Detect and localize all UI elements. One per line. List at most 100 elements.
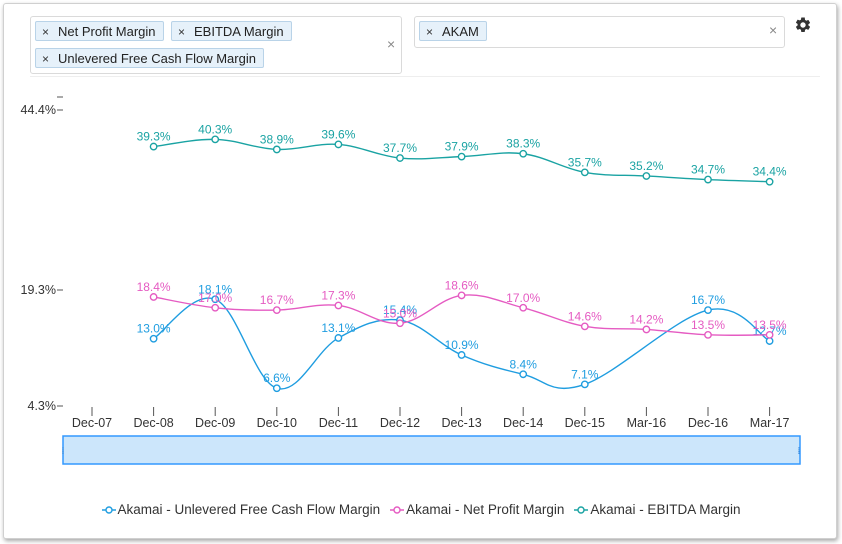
data-label: 16.7% (260, 293, 294, 307)
data-label: 14.2% (629, 312, 663, 326)
data-label: 39.3% (137, 130, 171, 144)
data-label: 13.5% (753, 318, 787, 332)
data-point (211, 303, 220, 312)
x-tick-label: Mar-16 (627, 416, 667, 430)
x-tick-label: Dec-14 (503, 416, 543, 430)
data-label: 17.3% (321, 288, 355, 302)
data-point (149, 334, 158, 343)
data-point (519, 149, 528, 158)
legend-swatch (101, 506, 116, 515)
x-tick-label: Dec-08 (133, 416, 173, 430)
toolbar-divider (30, 76, 820, 77)
x-tick-label: Dec-16 (688, 416, 728, 430)
data-point (457, 152, 466, 161)
data-point (396, 154, 404, 162)
remove-chip-icon[interactable]: × (178, 25, 186, 39)
data-label: 18.4% (137, 280, 171, 294)
metric-chip-net-profit-margin: × Net Profit Margin (35, 21, 164, 41)
series-line-1 (153, 294, 770, 336)
data-label: 18.1% (198, 282, 232, 296)
company-chip-akam: × AKAM (419, 21, 487, 41)
legend-item-1[interactable]: Akamai - Net Profit Margin (390, 502, 564, 517)
legend-label: Akamai - Net Profit Margin (406, 502, 565, 517)
chip-label: AKAM (442, 24, 479, 39)
chip-label: Unlevered Free Cash Flow Margin (58, 51, 256, 66)
data-point (272, 145, 281, 154)
x-tick-label: Dec-13 (441, 416, 481, 430)
data-point (580, 168, 589, 177)
legend-swatch (390, 506, 405, 515)
data-point (704, 306, 712, 315)
data-point (765, 330, 774, 339)
data-point (334, 140, 343, 149)
x-tick-label: Dec-07 (72, 416, 112, 430)
data-point (149, 142, 158, 151)
navigator-right-handle[interactable]: ⁞ (797, 446, 800, 457)
legend-swatch (574, 506, 589, 515)
data-point (580, 322, 589, 331)
legend-item-0[interactable]: Akamai - Unlevered Free Cash Flow Margin (101, 502, 381, 517)
legend-label: Akamai - Unlevered Free Cash Flow Margin (117, 502, 381, 517)
data-label: 14.6% (568, 309, 602, 323)
data-label: 40.3% (198, 122, 232, 136)
data-point (211, 295, 220, 304)
y-tick-label: 4.3% (28, 399, 57, 413)
clear-company-icon[interactable]: × (769, 22, 778, 38)
remove-chip-icon[interactable]: × (42, 25, 50, 39)
data-label: 13.1% (321, 321, 355, 335)
data-label: 16.7% (691, 293, 725, 307)
gear-icon[interactable] (794, 16, 812, 34)
x-tick-label: Dec-12 (380, 416, 420, 430)
chip-label: Net Profit Margin (58, 24, 156, 39)
clear-metrics-icon[interactable]: × (387, 36, 396, 52)
data-label: 34.4% (753, 165, 787, 179)
data-label: 15.0% (383, 306, 417, 320)
chip-label: EBITDA Margin (194, 24, 284, 39)
y-tick-label: 19.3% (21, 283, 56, 297)
data-point (642, 172, 651, 180)
data-label: 34.7% (691, 163, 725, 177)
navigator-left-handle[interactable]: ⁞ (61, 446, 64, 457)
data-point (334, 334, 343, 342)
data-label: 39.6% (321, 127, 355, 141)
legend-label: Akamai - EBITDA Margin (590, 502, 741, 517)
chart-legend: Akamai - Unlevered Free Cash Flow Margin… (0, 502, 842, 517)
data-label: 17.0% (506, 291, 540, 305)
data-label: 35.7% (568, 155, 602, 169)
range-navigator (62, 435, 801, 465)
x-tick-label: Dec-15 (565, 416, 605, 430)
remove-chip-icon[interactable]: × (426, 25, 434, 39)
data-label: 38.3% (506, 137, 540, 151)
data-point (642, 325, 651, 334)
data-point (519, 303, 528, 312)
data-label: 6.6% (263, 371, 291, 385)
data-point (457, 291, 466, 300)
metric-chip-ebitda-margin: × EBITDA Margin (171, 21, 292, 41)
data-label: 17.0% (198, 291, 232, 305)
data-point (519, 370, 528, 379)
data-point (765, 177, 774, 186)
legend-item-2[interactable]: Akamai - EBITDA Margin (574, 502, 740, 517)
data-label: 13.5% (691, 318, 725, 332)
data-label: 37.7% (383, 141, 417, 155)
data-label: 8.4% (510, 357, 538, 371)
data-label: 38.9% (260, 132, 294, 146)
series-line-0 (153, 297, 770, 390)
x-tick-label: Dec-11 (319, 416, 358, 430)
metric-selector[interactable]: × Net Profit Margin × EBITDA Margin × Un… (30, 16, 402, 74)
data-label: 18.6% (445, 278, 479, 292)
data-point (765, 337, 774, 345)
company-selector[interactable]: × AKAM × (414, 16, 785, 48)
data-label: 15.4% (383, 303, 417, 317)
data-point (334, 301, 343, 310)
x-tick-label: Dec-09 (195, 416, 235, 430)
data-label: 35.2% (629, 159, 663, 173)
data-point (396, 319, 404, 328)
data-label: 7.1% (571, 367, 599, 381)
data-point (704, 175, 712, 184)
data-label: 13.0% (137, 322, 171, 336)
data-point (211, 135, 220, 144)
remove-chip-icon[interactable]: × (42, 52, 50, 66)
data-point (149, 293, 158, 301)
